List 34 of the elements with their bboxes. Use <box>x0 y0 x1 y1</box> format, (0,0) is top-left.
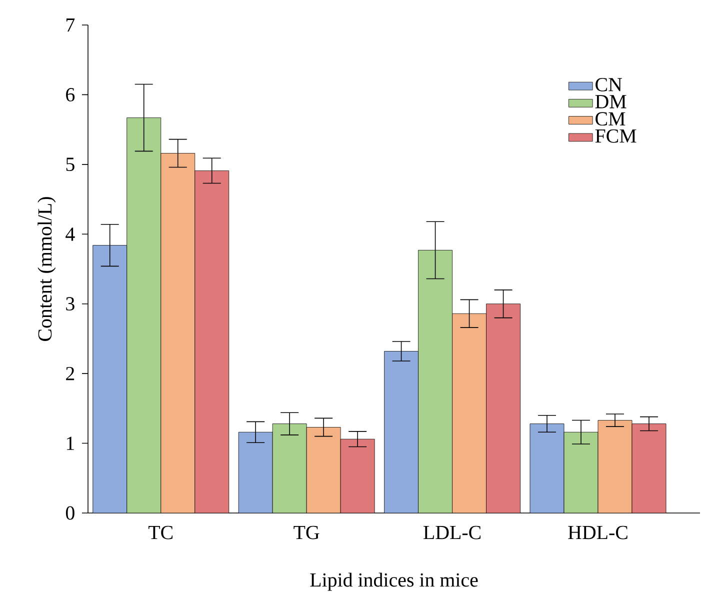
y-tick-label: 3 <box>66 297 74 311</box>
legend-label: FCM <box>595 129 636 143</box>
legend-label: DM <box>595 95 626 108</box>
y-tick-label: 6 <box>66 88 75 102</box>
y-tick-label: 4 <box>66 228 75 241</box>
legend-label: CM <box>596 112 626 126</box>
bar <box>194 170 230 513</box>
bar <box>306 427 341 513</box>
x-tick-label: HDL-C <box>568 526 628 540</box>
bar <box>340 438 375 513</box>
bar <box>486 304 520 513</box>
bar <box>160 153 196 513</box>
bar <box>452 313 486 513</box>
y-tick-label: 0 <box>66 506 74 520</box>
bar <box>564 432 598 513</box>
y-tick-label: 1 <box>66 436 74 450</box>
y-tick-label: 7 <box>66 18 75 32</box>
bar <box>126 118 162 513</box>
x-tick-label: TC <box>148 526 172 540</box>
bar <box>238 432 273 513</box>
bar <box>418 250 452 513</box>
x-tick-label: LDL-C <box>424 526 481 540</box>
bar <box>272 424 307 513</box>
bar <box>92 245 128 513</box>
y-axis-title: Content (mmol/L) <box>38 197 56 341</box>
bar <box>384 351 418 513</box>
bar <box>598 420 632 513</box>
bar <box>632 424 666 513</box>
x-tick-label: TG <box>294 526 320 540</box>
y-tick-label: 5 <box>66 158 74 172</box>
bar <box>530 424 564 513</box>
legend-label: CN <box>596 78 622 92</box>
x-axis-title: Lipid indices in mice <box>310 572 478 591</box>
y-tick-label: 2 <box>66 366 74 380</box>
